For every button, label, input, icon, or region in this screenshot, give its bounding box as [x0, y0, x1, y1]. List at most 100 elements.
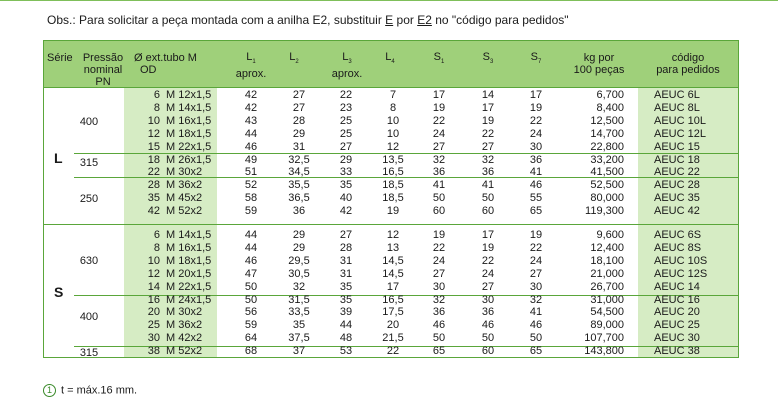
cell-s1: 50 — [432, 332, 446, 345]
cell-cod: AEUC 10L — [654, 114, 706, 127]
cell-l3: 44 — [339, 319, 353, 332]
cell-kg: 6,700 — [596, 89, 624, 101]
cell-m: M 42x2 — [166, 332, 203, 345]
footnote-marker-icon: 1 — [43, 384, 56, 397]
cell-s3: 30 — [481, 293, 495, 306]
cell-l1: 52 — [244, 179, 258, 192]
cell-l3: 53 — [339, 345, 353, 358]
cell-l4: 18,5 — [382, 192, 404, 205]
cell-l2: 30,5 — [288, 267, 310, 280]
cell-l4: 10 — [386, 114, 400, 127]
cell-cod: AEUC 12L — [654, 127, 706, 140]
cell-l4: 12 — [386, 229, 400, 241]
cell-s3: 50 — [481, 332, 495, 345]
cell-cod: AEUC 12S — [654, 267, 708, 280]
cell-kg: 89,000 — [590, 319, 624, 332]
cell-m: M 14x1,5 — [166, 101, 212, 114]
cell-od: 20 — [147, 306, 160, 319]
cell-s1: 46 — [432, 319, 446, 332]
cell-l3: 35 — [339, 179, 353, 192]
cell-l4: 8 — [389, 101, 397, 114]
cell-od: 25 — [147, 319, 160, 332]
cell-cod: AEUC 28 — [654, 179, 700, 192]
cell-s3: 41 — [481, 179, 495, 192]
cell-s1: 22 — [432, 241, 446, 254]
cell-l4: 18,5 — [382, 179, 404, 192]
footnote: 1 t = máx.16 mm. — [43, 384, 137, 397]
cell-l1: 64 — [244, 332, 258, 345]
cell-s1: 50 — [432, 192, 446, 205]
cell-cod: AEUC 8S — [654, 241, 702, 254]
cell-kg: 143,800 — [584, 345, 624, 358]
cell-s7: 41 — [529, 166, 543, 179]
cell-s7: 19 — [529, 101, 543, 114]
header-codigo: código para pedidos — [656, 52, 720, 76]
cell-s3: 14 — [481, 89, 495, 101]
cell-kg: 54,500 — [590, 306, 624, 319]
cell-s1: 65 — [432, 345, 446, 358]
cell-l2: 34,5 — [288, 166, 310, 179]
cell-l4: 10 — [386, 127, 400, 140]
cell-l3: 25 — [339, 114, 353, 127]
cell-s3: 22 — [481, 127, 495, 140]
cell-m: M 22x1,5 — [166, 140, 212, 153]
cell-l1: 59 — [244, 319, 258, 332]
cell-s1: 22 — [432, 114, 446, 127]
cell-s7: 36 — [529, 153, 543, 166]
cell-kg: 26,700 — [590, 280, 624, 293]
cell-cod: AEUC 6S — [654, 229, 702, 241]
cell-l2: 29 — [292, 229, 306, 241]
cell-m: M 14x1,5 — [166, 229, 212, 241]
cell-m: M 30x2 — [166, 166, 203, 179]
cell-l1: 43 — [244, 114, 258, 127]
cell-s1: 60 — [432, 205, 446, 218]
cell-s1: 30 — [432, 280, 446, 293]
cell-m: M 20x1,5 — [166, 267, 212, 280]
cell-m: M 30x2 — [166, 306, 203, 319]
cell-s3: 22 — [481, 254, 495, 267]
cell-l4: 14,5 — [382, 254, 404, 267]
cell-l3: 39 — [339, 306, 353, 319]
cell-cod: AEUC 42 — [654, 205, 700, 218]
cell-s1: 24 — [432, 254, 446, 267]
cell-s3: 27 — [481, 140, 495, 153]
cell-l2: 29 — [292, 241, 306, 254]
cell-cod: AEUC 15 — [654, 140, 700, 153]
cell-od: 28 — [147, 179, 160, 192]
cell-l4: 16,5 — [382, 293, 404, 306]
cell-l1: 44 — [244, 229, 258, 241]
cell-s1: 19 — [432, 229, 446, 241]
cell-od: 10 — [147, 254, 160, 267]
pressure-label: 315 — [79, 347, 99, 359]
cell-kg: 9,600 — [596, 229, 624, 241]
cell-od: 22 — [147, 166, 160, 179]
cell-kg: 21,000 — [590, 267, 624, 280]
cell-s7: 41 — [529, 306, 543, 319]
cell-od: 12 — [147, 127, 160, 140]
pressure-label: 400 — [79, 116, 99, 128]
cell-s7: 24 — [529, 127, 543, 140]
cell-l2: 32 — [292, 280, 306, 293]
cell-l2: 37,5 — [288, 332, 310, 345]
cell-l3: 31 — [339, 254, 353, 267]
cell-cod: AEUC 35 — [654, 192, 700, 205]
cell-cod: AEUC 22 — [654, 166, 700, 179]
cell-l4: 14,5 — [382, 267, 404, 280]
cell-l4: 7 — [389, 89, 397, 101]
od-column-band — [124, 87, 217, 357]
cell-l2: 36 — [292, 205, 306, 218]
cell-s3: 19 — [481, 114, 495, 127]
cell-m: M 52x2 — [166, 345, 203, 358]
cell-l3: 22 — [339, 89, 353, 101]
cell-s1: 36 — [432, 166, 446, 179]
cell-od: 15 — [147, 140, 160, 153]
cell-l3: 29 — [339, 153, 353, 166]
cell-l1: 56 — [244, 306, 258, 319]
cell-m: M 52x2 — [166, 205, 203, 218]
cell-od: 38 — [147, 345, 160, 358]
cell-s3: 17 — [481, 229, 495, 241]
cell-l2: 35,5 — [288, 179, 310, 192]
cell-s3: 36 — [481, 306, 495, 319]
cell-s7: 55 — [529, 192, 543, 205]
cell-l1: 44 — [244, 241, 258, 254]
